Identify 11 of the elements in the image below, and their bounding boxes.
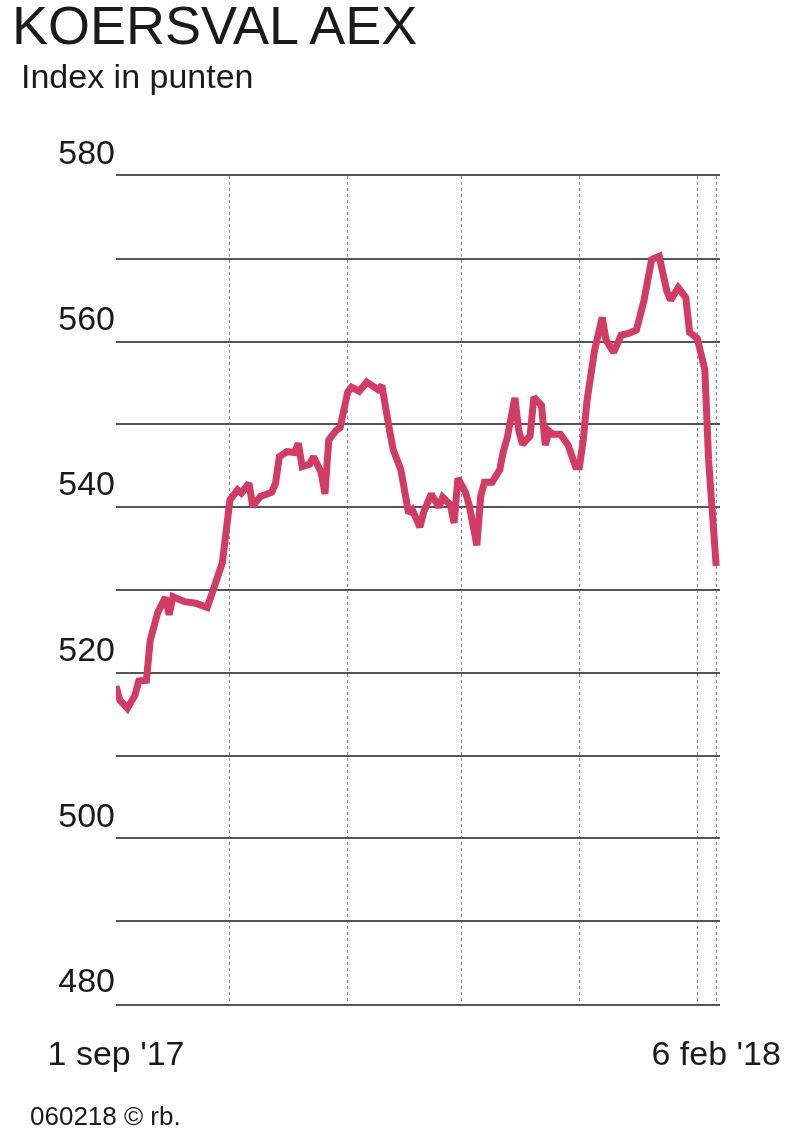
x-tick-label: 1 sep '17 [47,1033,185,1072]
y-tick-label: 500 [58,795,115,834]
y-tick-label: 520 [58,629,115,668]
y-tick-label: 540 [58,464,115,503]
chart-subtitle: Index in punten [21,57,254,95]
y-tick-label: 560 [58,298,115,337]
text: 060218 © rb. [30,1101,181,1131]
x-tick-label: 6 feb '18 [651,1033,781,1072]
chart-title: KOERSVAL AEX [12,0,418,55]
y-tick-label: 480 [58,961,115,1000]
y-tick-label: 580 [58,133,115,172]
